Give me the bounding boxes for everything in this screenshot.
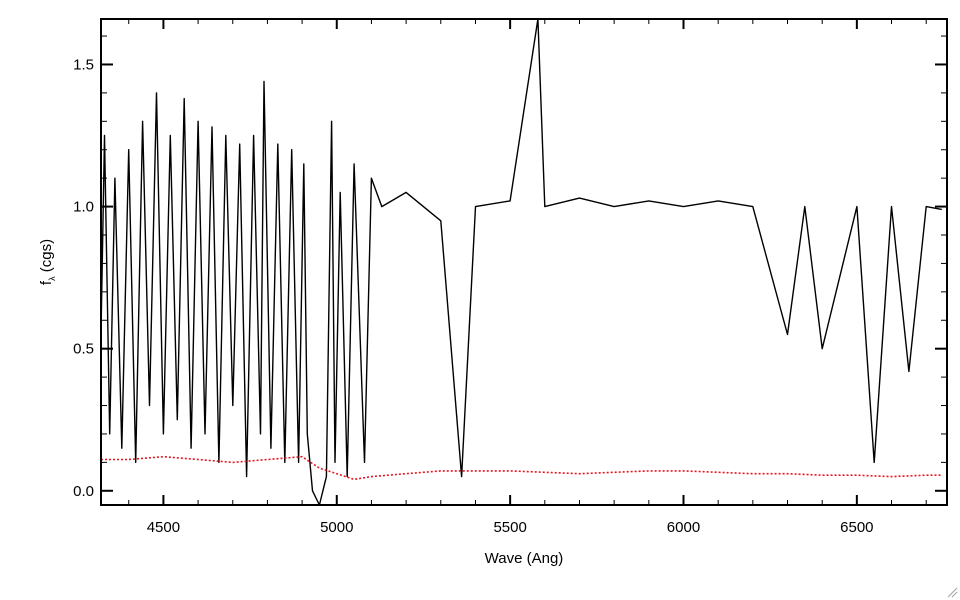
y-axis-title-unit: (cgs) [38, 239, 55, 277]
resize-grip-icon[interactable] [946, 586, 958, 598]
y-tick-label: 0.5 [73, 341, 94, 358]
y-axis-title-group: fλ (cgs) [38, 239, 57, 285]
y-axis-title: fλ (cgs) [38, 239, 57, 285]
x-tick-label: 6000 [667, 519, 700, 536]
y-axis-title-sub: λ [47, 276, 57, 281]
y-tick-label: 1.5 [73, 56, 94, 73]
series-layer [100, 18, 942, 506]
x-tick-label: 4500 [147, 519, 180, 536]
flux-series-line [100, 18, 942, 506]
x-axis-title: Wave (Ang) [485, 550, 564, 567]
x-tick-label: 5000 [320, 519, 353, 536]
y-tick-label: 0.0 [73, 483, 94, 500]
error-series-line [101, 455, 942, 481]
y-axis-title-main: f [38, 280, 55, 285]
x-tick-label: 5500 [493, 519, 526, 536]
tick-label-layer: 4500 5000 5500 6000 6500 0.0 0.5 1.0 1.5 [73, 56, 873, 536]
tick-layer [101, 19, 947, 505]
x-tick-label: 6500 [840, 519, 873, 536]
plot-frame [100, 18, 948, 506]
y-tick-label: 1.0 [73, 199, 94, 216]
